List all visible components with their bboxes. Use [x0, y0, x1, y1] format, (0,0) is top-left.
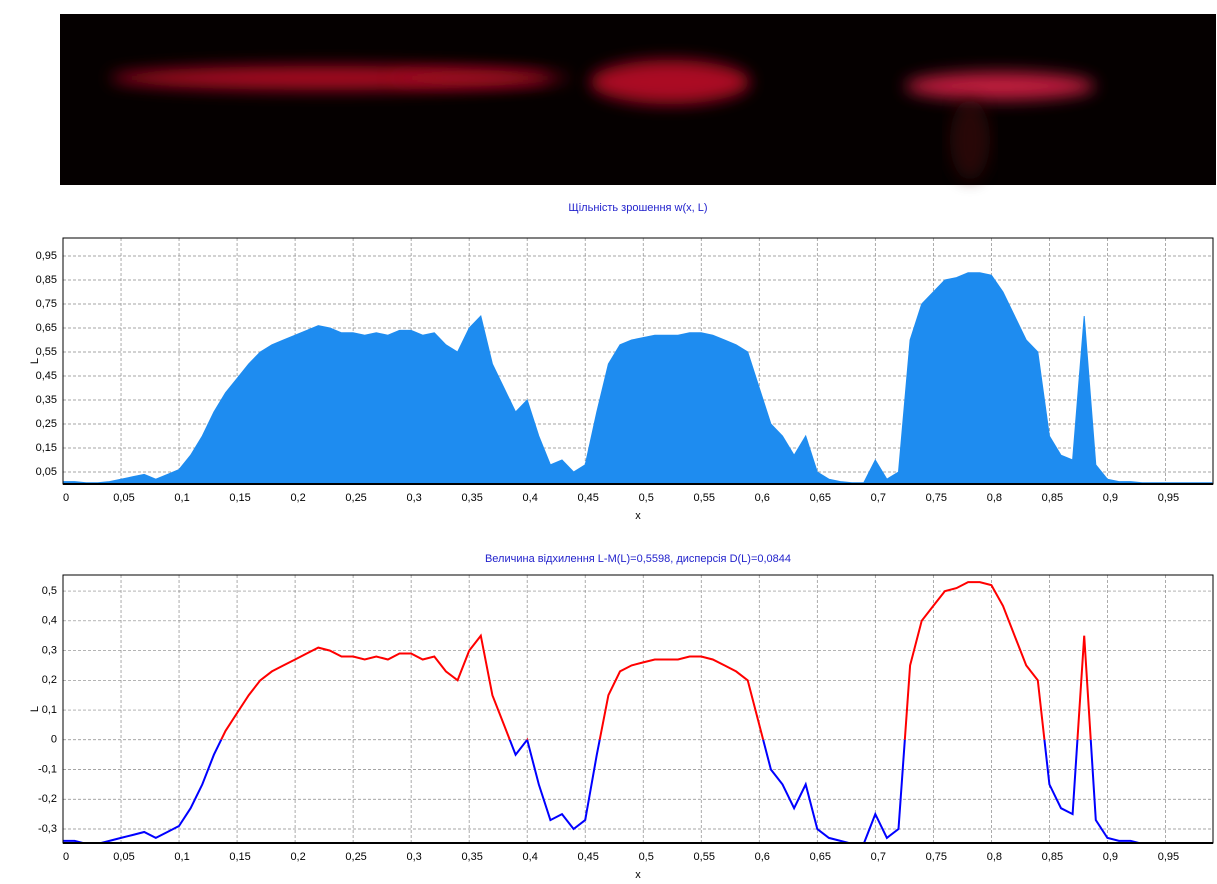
x-tick-label: 0,6 — [755, 851, 770, 863]
x-tick-label: 0,15 — [229, 492, 250, 504]
y-axis-label: L — [29, 358, 41, 364]
x-axis-label: x — [635, 510, 641, 522]
y-tick-label: 0,4 — [42, 615, 57, 627]
x-tick-label: 0,85 — [1042, 492, 1063, 504]
x-tick-label: 0,6 — [755, 492, 770, 504]
x-tick-label: 0 — [63, 851, 69, 863]
x-tick-label: 0,35 — [461, 851, 482, 863]
x-tick-label: 0 — [63, 492, 69, 504]
area — [62, 272, 1213, 485]
y-tick-label: 0,65 — [36, 322, 57, 334]
x-tick-label: 0,55 — [694, 492, 715, 504]
y-tick-label: 0,55 — [36, 346, 57, 358]
x-tick-label: 0,55 — [694, 851, 715, 863]
y-tick-label: 0,25 — [36, 418, 57, 430]
y-axis-label: L — [29, 706, 41, 712]
chart: Щільність зрошення w(x, L) 0 0,05 0,1 0,15 0,… — [29, 202, 1214, 522]
y-tick-label: 0,05 — [36, 466, 57, 478]
y-tick-label: -0,1 — [38, 763, 57, 775]
x-tick-label: 0,05 — [113, 851, 134, 863]
x-tick-label: 0,05 — [113, 492, 134, 504]
x-tick-label: 0,85 — [1042, 851, 1063, 863]
x-tick-label: 0,2 — [290, 851, 305, 863]
y-tick-label: -0,2 — [38, 793, 57, 805]
y-tick-label: 0,15 — [36, 442, 57, 454]
x-tick-label: 0,95 — [1158, 492, 1179, 504]
y-tick-label: 0,1 — [42, 704, 57, 716]
x-tick-label: 0,5 — [639, 492, 654, 504]
x-tick-label: 0,75 — [926, 851, 947, 863]
y-tick-label: -0,3 — [38, 823, 57, 835]
y-tick-label: 0,85 — [36, 274, 57, 286]
x-tick-label: 0,3 — [406, 851, 421, 863]
x-tick-label: 0,2 — [290, 492, 305, 504]
x-tick-label: 0,8 — [987, 492, 1002, 504]
y-tick-label: 0,35 — [36, 394, 57, 406]
x-tick-label: 0,65 — [810, 851, 831, 863]
laser-image — [60, 14, 1216, 185]
x-tick-label: 0,35 — [461, 492, 482, 504]
y-tick-label: 0,5 — [42, 585, 57, 597]
y-tick-label: 0,75 — [36, 298, 57, 310]
x-tick-label: 0,25 — [345, 492, 366, 504]
x-tick-label: 0,9 — [1103, 851, 1118, 863]
chart: Величина відхилення L-M(L)=0,5598, диспе… — [29, 553, 1214, 881]
x-tick-label: 0,4 — [523, 851, 538, 863]
x-tick-label: 0,4 — [523, 492, 538, 504]
x-tick-label: 0,45 — [577, 492, 598, 504]
x-tick-label: 0,1 — [174, 492, 189, 504]
chart-title: Величина відхилення L-M(L)=0,5598, диспе… — [485, 553, 791, 565]
x-tick-label: 0,95 — [1158, 851, 1179, 863]
y-tick-label: 0 — [51, 734, 57, 746]
x-tick-label: 0,8 — [987, 851, 1002, 863]
x-axis-label: x — [635, 869, 641, 881]
y-tick-label: 0,45 — [36, 370, 57, 382]
y-tick-label: 0,3 — [42, 644, 57, 656]
x-tick-label: 0,1 — [174, 851, 189, 863]
charts: Щільність зрошення w(x, L) 0 0,05 0,1 0,15 0,… — [29, 202, 1214, 881]
x-tick-label: 0,7 — [871, 492, 886, 504]
y-tick-label: 0,2 — [42, 674, 57, 686]
x-tick-label: 0,75 — [926, 492, 947, 504]
x-tick-label: 0,15 — [229, 851, 250, 863]
chart-title: Щільність зрошення w(x, L) — [568, 202, 707, 214]
plot-area — [63, 575, 1213, 843]
x-tick-label: 0,45 — [577, 851, 598, 863]
x-tick-label: 0,25 — [345, 851, 366, 863]
y-tick-label: 0,95 — [36, 250, 57, 262]
x-tick-label: 0,65 — [810, 492, 831, 504]
x-tick-label: 0,5 — [639, 851, 654, 863]
x-tick-label: 0,7 — [871, 851, 886, 863]
x-tick-label: 0,3 — [406, 492, 421, 504]
line-positive — [220, 581, 1092, 740]
x-tick-label: 0,9 — [1103, 492, 1118, 504]
